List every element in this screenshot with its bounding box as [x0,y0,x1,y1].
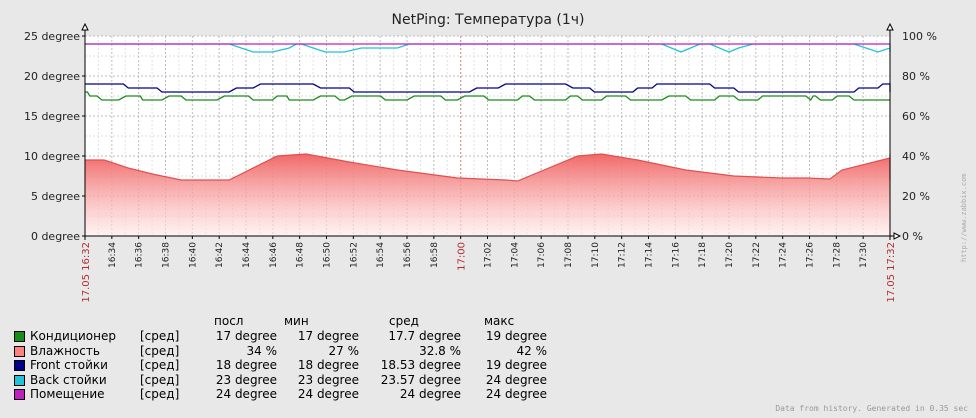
x-tick-label: 17:18 [698,242,708,268]
chart-title: NetPing: Температура (1ч) [392,12,585,28]
x-tick-label: 17:28 [832,242,842,268]
x-tick-label: 16:36 [135,242,145,268]
legend-swatch [14,345,25,357]
series-area-1 [85,154,890,236]
legend-series-name: Кондиционер [30,329,116,343]
x-tick-label: 16:48 [296,242,306,268]
legend-max: 24 degree [485,387,547,401]
x-tick-label: 17:02 [484,242,494,268]
y-left-tick-label: 5 degree [31,190,80,203]
legend-series-name: Back стойки [30,372,107,387]
x-tick-label: 16:54 [376,242,386,268]
x-tick-label: 16:38 [162,242,172,268]
y-right-tick-label: 40 % [902,150,930,163]
chart-svg: NetPing: Температура (1ч) 0 degree 5 degr… [23,12,937,303]
legend-header-last: посл [214,314,244,328]
y-right-tick-label: 60 % [902,110,930,123]
y-axis-left-arrow [81,22,89,31]
x-tick-label: 17:10 [591,242,601,268]
y-right-tick-label: 20 % [902,190,930,203]
legend-header-avg: сред [389,314,419,328]
x-tick-label: 16:46 [269,242,279,268]
x-tick-label: 17:30 [859,242,869,268]
legend-swatch [14,360,25,371]
y-left-tick-label: 15 degree [24,110,80,123]
y-right-tick-label: 100 % [902,30,937,43]
x-tick-label: 17:24 [779,242,789,268]
watermark: http://www.zabbix.com [960,173,968,262]
legend-min: 27 % [328,343,360,358]
legend-avg: 24 degree [399,387,461,401]
x-tick-label: 17:22 [752,242,762,268]
y-axis-right-arrow [886,22,894,31]
y-left-tick-label: 20 degree [24,70,80,83]
legend-min: 23 degree [297,372,359,387]
legend-avg: 23.57 degree [380,372,461,387]
legend-swatch [14,374,25,386]
x-mid-label: 17:00 [457,242,468,271]
legend-avg: 17.7 degree [388,329,461,343]
y-right-tick-label: 80 % [902,70,930,83]
legend-last: 34 % [246,343,278,358]
legend-func: [сред] [140,358,180,372]
x-tick-label: 17:20 [725,242,735,268]
y-left-tick-label: 10 degree [24,150,80,163]
legend-last: 17 degree [215,329,277,343]
x-tick-label: 16:34 [108,242,118,268]
legend-last: 24 degree [215,387,277,401]
legend-series-name: Влажность [30,343,100,358]
x-tick-label: 17:26 [806,242,816,268]
legend-max: 19 degree [485,358,547,372]
series-line-0 [85,91,890,101]
x-tick-label: 16:50 [323,242,333,268]
legend-max: 42 % [516,343,548,358]
series-line-2 [85,83,891,93]
legend-last: 18 degree [215,358,277,372]
y-left-tick-label: 25 degree [24,30,80,43]
x-tick-label: 16:56 [403,242,413,268]
x-tick-label: 16:42 [215,242,225,268]
legend-avg: 18.53 degree [380,358,461,372]
x-end-label: 17.05 17:32 [886,242,897,303]
plot-area: 0 degree 5 degree 10 degree 15 degree 20 deg… [24,22,937,303]
legend-min: 18 degree [297,358,359,372]
legend-header-max: макс [484,314,515,328]
x-axis-arrow [893,232,902,240]
x-tick-label: 16:52 [349,242,359,268]
x-tick-label: 17:08 [564,242,574,268]
legend-avg: 32.8 % [419,343,461,358]
legend-func: [сред] [140,387,180,401]
legend-max: 19 degree [485,329,547,343]
x-tick-label: 16:44 [242,242,252,268]
x-tick-label: 16:58 [430,242,440,268]
legend-func: [сред] [140,329,180,343]
x-tick-label: 17:06 [537,242,547,268]
legend-func: [сред] [140,372,180,387]
legend-func: [сред] [140,343,180,358]
legend-max: 24 degree [485,372,547,387]
x-tick-label: 17:16 [671,242,681,268]
legend-series-name: Помещение [30,387,105,401]
x-tick-label: 17:14 [645,242,655,268]
legend-header-min: мин [284,314,309,328]
x-tick-label: 17:12 [618,242,628,268]
y-right-tick-label: 0 % [902,230,923,243]
legend-series-name: Front стойки [30,358,108,372]
footer-note: Data from history. Generated in 0.35 sec [775,404,968,413]
legend-last: 23 degree [215,372,277,387]
x-tick-label: 17:04 [510,242,520,268]
legend-min: 17 degree [297,329,359,343]
x-start-label: 17.05 16:32 [81,242,92,303]
legend-swatch [14,389,25,400]
y-left-tick-label: 0 degree [31,230,80,243]
legend-swatch [14,331,25,342]
legend-min: 24 degree [297,387,359,401]
x-tick-label: 16:40 [188,242,198,268]
